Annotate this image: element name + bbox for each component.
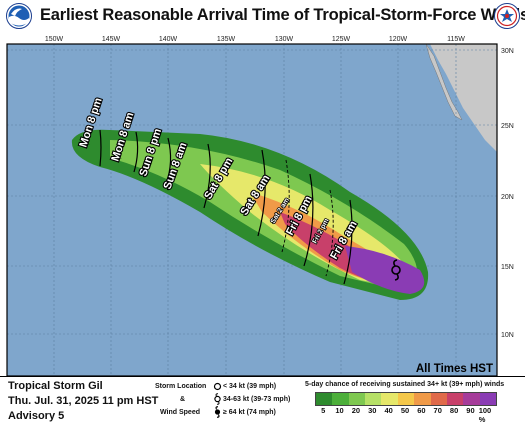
probability-swath-100 xyxy=(345,246,425,294)
legend-tick-label: 20 xyxy=(351,406,361,415)
lon-tick-145w: 145W xyxy=(102,36,121,43)
legend-swatch xyxy=(430,393,447,405)
lon-tick-120w: 120W xyxy=(389,36,408,43)
legend-swatch xyxy=(316,393,333,405)
land-baja xyxy=(425,44,463,121)
probability-scale-ticks: 5 10 20 30 40 50 60 70 80 90 100 % xyxy=(315,406,503,424)
legend-tick-label: 40 xyxy=(384,406,393,415)
storm-name: Tropical Storm Gil xyxy=(8,380,103,392)
chance-label: 5-day chance of receiving sustained 34+ … xyxy=(305,381,505,388)
legend-swatch xyxy=(463,393,480,405)
symbol-mid-label: 34-63 kt (39-73 mph) xyxy=(223,396,291,403)
symbol-high-label: ≥ 64 kt (74 mph) xyxy=(223,409,276,416)
page-title: Earliest Reasonable Arrival Time of Trop… xyxy=(40,6,525,24)
map-panel: Mon 8 pm Mon 8 am Sun 8 pm Sun 8 am Sat … xyxy=(6,36,514,376)
tropical-storm-symbol-icon xyxy=(214,393,221,405)
lon-tick-140w: 140W xyxy=(159,36,178,43)
lon-tick-115w: 115W xyxy=(447,36,465,43)
legend-tick-label: 60 xyxy=(417,406,426,415)
legend-swatch xyxy=(332,393,349,405)
legend-swatch xyxy=(365,393,382,405)
header-bar: Earliest Reasonable Arrival Time of Trop… xyxy=(0,0,525,32)
lon-tick-125w: 125W xyxy=(332,36,351,43)
legend-tick-label: 5 xyxy=(321,406,326,415)
legend-tick-label: 10 xyxy=(335,406,344,415)
legend-swatch xyxy=(397,393,415,405)
legend-tick-label: 30 xyxy=(368,406,377,415)
legend-tick-label: 70 xyxy=(433,406,442,415)
hurricane-symbol-icon xyxy=(214,406,221,418)
lon-tick-130w: 130W xyxy=(275,36,294,43)
lon-tick-150w: 150W xyxy=(45,36,64,43)
issued-time: Thu. Jul. 31, 2025 11 pm HST xyxy=(8,395,159,407)
lat-tick-25n: 25N xyxy=(501,123,514,130)
advisory-number: Advisory 5 xyxy=(8,410,65,422)
legend-tick-label: 100 % xyxy=(478,406,492,424)
axis-labels: 150W 145W 140W 135W 130W 125W 120W 115W … xyxy=(45,36,514,339)
legend-swatch xyxy=(446,393,464,405)
noaa-logo-icon xyxy=(6,3,32,29)
time-contours xyxy=(99,129,353,285)
lat-tick-15n: 15N xyxy=(501,264,514,271)
lat-tick-10n: 10N xyxy=(501,332,514,339)
tropical-storm-icon xyxy=(391,259,401,281)
nws-logo-icon xyxy=(494,3,520,29)
legend-swatch xyxy=(414,393,431,405)
all-times-label: All Times HST xyxy=(416,363,493,375)
lat-tick-30n: 30N xyxy=(501,48,514,55)
lat-tick-20n: 20N xyxy=(501,194,514,201)
legend-swatch xyxy=(381,393,398,405)
legend-swatch xyxy=(348,393,366,405)
and-label: & xyxy=(180,396,186,403)
symbol-low-label: < 34 kt (39 mph) xyxy=(223,383,277,390)
low-wind-symbol-icon xyxy=(213,382,222,391)
wind-speed-label: Wind Speed xyxy=(160,409,200,416)
storm-location-label: Storm Location xyxy=(155,383,207,390)
map-frame xyxy=(6,43,498,376)
legend-swatch xyxy=(479,393,496,405)
legend-tick-label: 50 xyxy=(400,406,410,415)
probability-color-scale xyxy=(315,392,497,406)
legend-tick-label: 90 xyxy=(466,406,475,415)
time-contours-dashed xyxy=(281,159,334,277)
legend-tick-label: 80 xyxy=(449,406,459,415)
lon-tick-135w: 135W xyxy=(217,36,236,43)
